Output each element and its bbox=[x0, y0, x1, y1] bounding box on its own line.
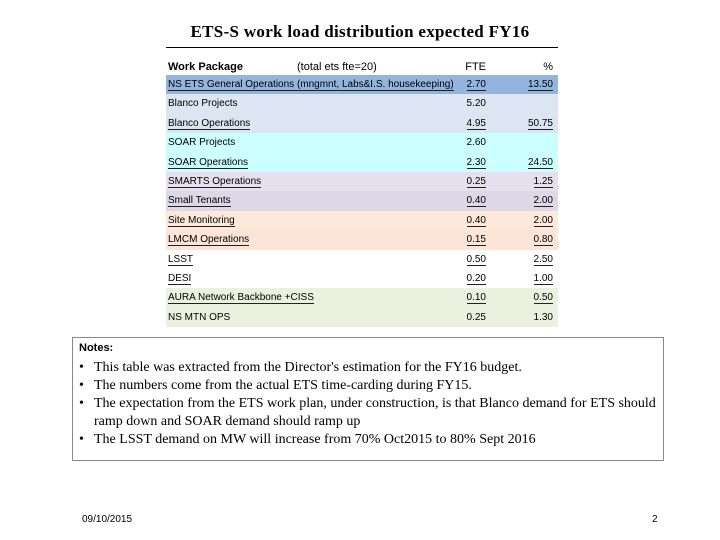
notes-box: Notes: • This table was extracted from th… bbox=[72, 337, 664, 461]
percent-value: 2.50 bbox=[533, 253, 553, 266]
table-row: AURA Network Backbone +CISS 0.10 0.50 bbox=[166, 288, 558, 308]
bullet-icon: • bbox=[79, 432, 84, 447]
work-package-name: SOAR Projects bbox=[168, 137, 236, 149]
fte-value: 2.60 bbox=[466, 137, 486, 149]
fte-value: 0.25 bbox=[466, 175, 486, 188]
fte-value: 0.20 bbox=[466, 272, 486, 285]
table-header-row: Work Package (total ets fte=20) FTE % bbox=[166, 57, 558, 75]
work-package-name: LSST bbox=[168, 253, 194, 266]
fte-value: 5.20 bbox=[466, 98, 486, 110]
percent-value: 1.00 bbox=[533, 272, 553, 285]
work-package-name: DESI bbox=[168, 272, 192, 285]
notes-list: • This table was extracted from the Direc… bbox=[77, 359, 657, 449]
table-row: LSST 0.50 2.50 bbox=[166, 249, 558, 269]
table-row: SOAR Operations 2.30 24.50 bbox=[166, 152, 558, 172]
table-body: NS ETS General Operations (mngmnt, Labs&… bbox=[166, 75, 558, 328]
percent-value: 13.50 bbox=[527, 79, 553, 91]
table-row: Site Monitoring 0.40 2.00 bbox=[166, 210, 558, 231]
work-package-name: NS ETS General Operations (mngmnt, Labs&… bbox=[168, 79, 454, 91]
bullet-icon: • bbox=[79, 360, 84, 375]
note-item: • The expectation from the ETS work plan,… bbox=[77, 395, 657, 431]
header-work-package: Work Package bbox=[168, 61, 244, 73]
work-package-name: Blanco Projects bbox=[168, 98, 238, 110]
notes-label: Notes: bbox=[79, 342, 114, 354]
fte-value: 0.50 bbox=[466, 253, 486, 266]
table-row: LMCM Operations 0.15 0.80 bbox=[166, 230, 558, 250]
percent-value: 0.50 bbox=[533, 292, 553, 305]
page-number: 2 bbox=[652, 514, 658, 525]
note-text: This table was extracted from the Direct… bbox=[94, 360, 522, 375]
note-text: The expectation from the ETS work plan, … bbox=[94, 396, 656, 429]
work-package-name: Site Monitoring bbox=[168, 214, 235, 227]
work-package-name: LMCM Operations bbox=[168, 234, 250, 247]
fte-value: 2.30 bbox=[466, 156, 486, 169]
percent-value: 2.00 bbox=[533, 195, 553, 208]
table-row: Blanco Projects 5.20 bbox=[166, 94, 558, 114]
table-row: NS MTN OPS 0.25 1.30 bbox=[166, 307, 558, 328]
note-text: The LSST demand on MW will increase from… bbox=[94, 432, 536, 447]
fte-value: 4.95 bbox=[466, 117, 486, 130]
table-row: NS ETS General Operations (mngmnt, Labs&… bbox=[166, 75, 558, 95]
header-fte: FTE bbox=[465, 61, 486, 73]
workload-table: Work Package (total ets fte=20) FTE % NS… bbox=[166, 57, 558, 328]
title-rule bbox=[166, 47, 558, 48]
table-row: SMARTS Operations 0.25 1.25 bbox=[166, 171, 558, 192]
bullet-icon: • bbox=[79, 378, 84, 393]
fte-value: 0.15 bbox=[466, 234, 486, 247]
percent-value: 1.30 bbox=[533, 311, 553, 323]
fte-value: 0.40 bbox=[466, 214, 486, 227]
percent-value: 1.25 bbox=[533, 175, 553, 188]
note-text: The numbers come from the actual ETS tim… bbox=[94, 378, 472, 393]
footer-date: 09/10/2015 bbox=[82, 514, 133, 525]
work-package-name: Small Tenants bbox=[168, 195, 231, 208]
fte-value: 2.70 bbox=[466, 79, 486, 91]
slide-title: ETS-S work load distribution expected FY… bbox=[190, 22, 530, 41]
table-row: SOAR Projects 2.60 bbox=[166, 133, 558, 153]
fte-value: 0.25 bbox=[466, 311, 486, 323]
table-row: DESI 0.20 1.00 bbox=[166, 268, 558, 289]
note-item: • This table was extracted from the Direc… bbox=[77, 359, 657, 377]
percent-value: 0.80 bbox=[533, 234, 553, 247]
note-item: • The numbers come from the actual ETS ti… bbox=[77, 377, 657, 395]
fte-value: 0.40 bbox=[466, 195, 486, 208]
percent-value: 2.00 bbox=[533, 214, 553, 227]
header-percent: % bbox=[543, 61, 553, 73]
header-total-note: (total ets fte=20) bbox=[297, 61, 377, 73]
fte-value: 0.10 bbox=[466, 292, 486, 305]
work-package-name: SMARTS Operations bbox=[168, 175, 262, 188]
work-package-name: NS MTN OPS bbox=[168, 311, 231, 323]
percent-value: 50.75 bbox=[527, 117, 553, 130]
note-item: • The LSST demand on MW will increase fro… bbox=[77, 431, 657, 449]
bullet-icon: • bbox=[79, 396, 84, 411]
table-row: Blanco Operations 4.95 50.75 bbox=[166, 113, 558, 134]
work-package-name: Blanco Operations bbox=[168, 117, 251, 130]
percent-value: 24.50 bbox=[527, 156, 553, 169]
work-package-name: AURA Network Backbone +CISS bbox=[168, 292, 314, 305]
work-package-name: SOAR Operations bbox=[168, 156, 249, 169]
table-row: Small Tenants 0.40 2.00 bbox=[166, 191, 558, 211]
